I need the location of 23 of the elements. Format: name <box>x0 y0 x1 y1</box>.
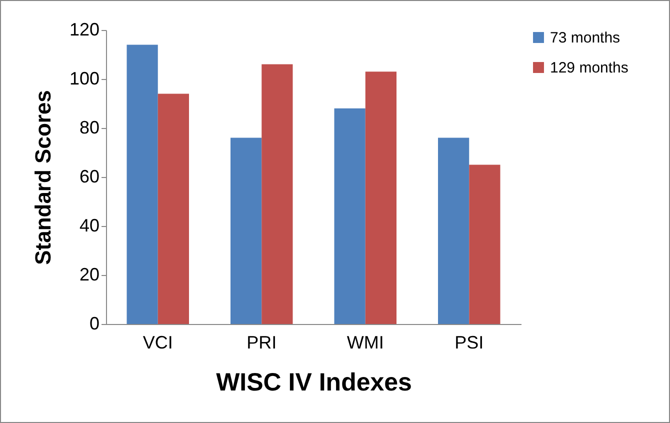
x-tick-label: VCI <box>142 332 173 352</box>
bar <box>469 164 500 324</box>
y-tick-label: 60 <box>79 166 100 186</box>
bar <box>438 138 470 324</box>
y-tick-label: 100 <box>69 68 100 88</box>
bar <box>158 94 189 324</box>
bar <box>126 44 158 324</box>
y-axis-title: Standard Scores <box>30 90 56 265</box>
y-tick-label: 0 <box>89 314 100 334</box>
y-tick-label: 40 <box>79 216 100 236</box>
legend-label: 73 months <box>550 30 620 46</box>
bar <box>334 108 366 324</box>
bar <box>365 72 396 324</box>
x-tick-label: PSI <box>454 332 484 352</box>
bar <box>230 138 262 324</box>
bar <box>262 64 293 324</box>
y-tick-label: 120 <box>69 20 100 40</box>
x-tick-label: PRI <box>246 332 277 352</box>
y-tick-label: 80 <box>79 118 100 138</box>
x-tick-label: WMI <box>346 332 384 352</box>
x-axis-title: WISC IV Indexes <box>216 368 412 396</box>
y-tick-label: 20 <box>79 264 100 284</box>
legend-label: 129 months <box>550 60 628 76</box>
